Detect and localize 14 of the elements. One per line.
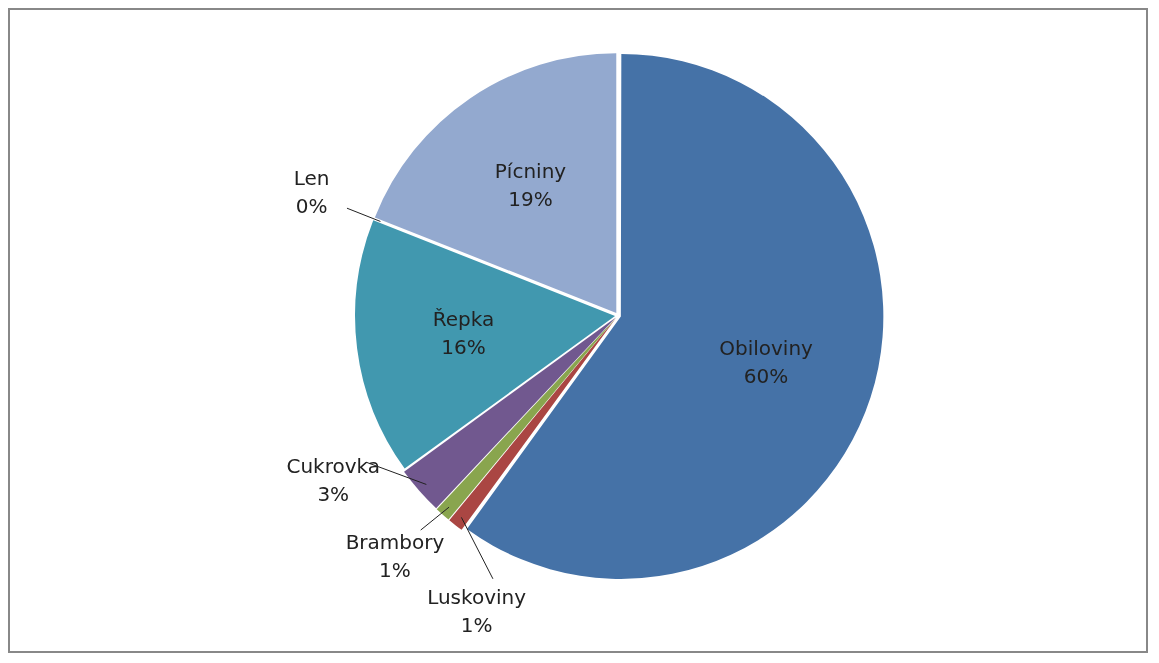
data-label: 3% [317, 481, 350, 506]
data-label: 19% [508, 186, 553, 211]
data-label: 16% [441, 335, 486, 360]
data-label: 1% [379, 558, 411, 583]
data-label: 1% [460, 613, 493, 638]
slice-label: Cukrovka [286, 453, 381, 478]
slice-label: Obiloviny [719, 335, 814, 360]
data-label: 60% [743, 363, 789, 388]
slice-label: Brambory [345, 530, 445, 555]
slice-label: Řepka [432, 307, 495, 332]
category-label: Len [293, 166, 330, 191]
text: 0% [295, 194, 328, 219]
slice-label: Pícniny [494, 158, 567, 183]
slice-label: Luskoviny [427, 585, 527, 610]
